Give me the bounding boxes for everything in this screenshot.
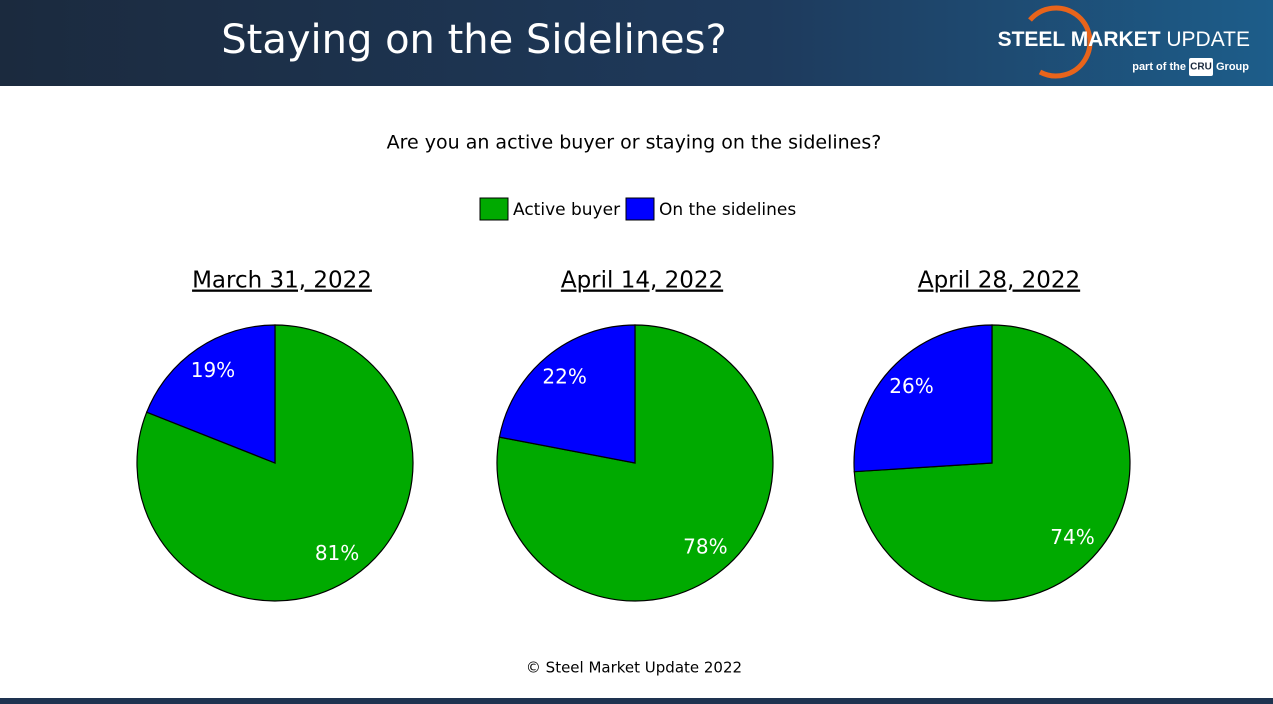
- logo-badge-box: [1189, 58, 1213, 76]
- slice-label: 74%: [1050, 525, 1094, 549]
- logo-light: UPDATE: [1166, 28, 1250, 51]
- pie-title: March 31, 2022: [192, 268, 372, 294]
- pie-slice: [853, 324, 993, 473]
- logo-badge: CRU: [1190, 62, 1212, 73]
- legend-label: Active buyer: [513, 200, 620, 220]
- header-bar: [0, 0, 1273, 86]
- pie-title: April 28, 2022: [918, 268, 1080, 294]
- legend-swatch: [625, 197, 655, 221]
- logo-swoosh: [1028, 5, 1093, 79]
- pie-slice: [145, 324, 276, 464]
- slice-label: 19%: [191, 358, 235, 382]
- pie-title: April 14, 2022: [561, 268, 723, 294]
- slice-label: 78%: [683, 535, 727, 559]
- chart-question: Are you an active buyer or staying on th…: [387, 132, 882, 154]
- legend-swatch: [479, 197, 509, 221]
- bottom-bar: [0, 698, 1273, 704]
- footer: © Steel Market Update 2022: [526, 659, 742, 677]
- slice-label: 81%: [315, 541, 359, 565]
- logo-text: STEEL MARKET UPDATE: [998, 28, 1250, 51]
- logo-tagline-end: Group: [1216, 61, 1249, 73]
- legend-label: On the sidelines: [659, 200, 796, 220]
- logo-bold: STEEL MARKET: [998, 28, 1161, 51]
- slide-title: Staying on the Sidelines?: [221, 17, 727, 63]
- legend: Active buyer On the sidelines: [479, 197, 796, 221]
- slice-label: 22%: [542, 364, 586, 388]
- pies: March 31, 2022 81% 19% April 14, 2022 78% 22%…: [136, 268, 1131, 602]
- slice-label: 26%: [889, 374, 933, 398]
- logo-tagline: part of the: [1132, 61, 1186, 73]
- pie-slice: [498, 324, 636, 464]
